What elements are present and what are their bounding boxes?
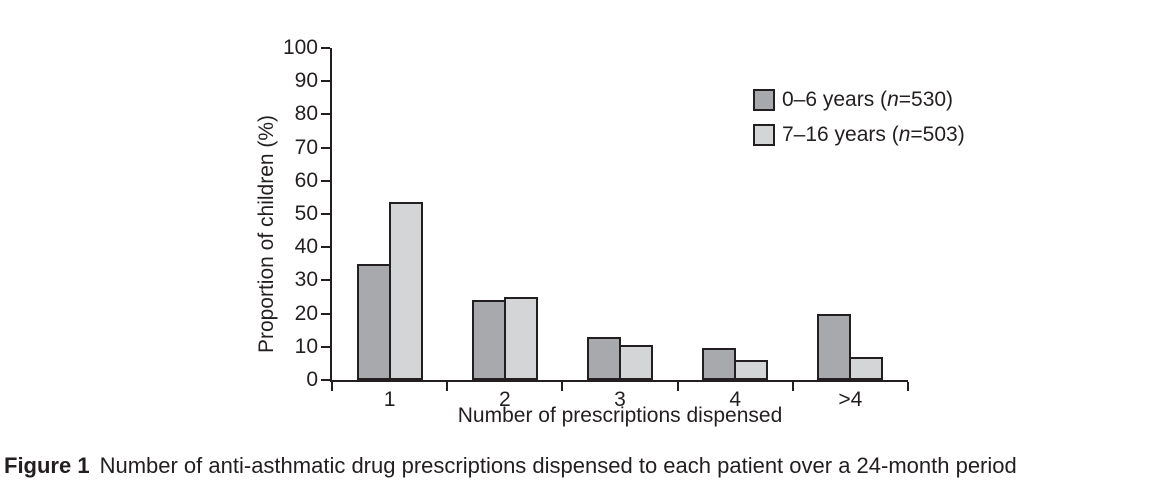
y-tick-label: 60 [294,168,318,192]
plot-area: 0 10 20 30 40 50 60 70 80 90 100 1 2 3 4 >4 [283,37,909,410]
bar-series-0 [356,264,391,380]
bar-series-1 [734,360,769,380]
bar-series-1 [619,345,653,380]
x-tick [331,382,333,391]
bar-series-0 [471,300,506,380]
bar-series-1 [388,202,423,380]
figure-caption: Figure 1 Number of anti-asthmatic drug pr… [4,452,1017,480]
figure-caption-text: Number of anti-asthmatic drug prescripti… [99,453,1017,478]
x-tick [446,382,449,391]
bar-series-0 [702,348,737,380]
y-tick [321,113,330,116]
bar-series-1 [849,357,884,380]
y-tick-label: 70 [294,135,318,159]
y-tick-label: 100 [282,36,318,59]
bar-series-0 [817,314,852,380]
y-tick-label: 20 [294,301,318,325]
y-tick [321,345,330,348]
y-tick [321,47,330,49]
bar-series-0 [587,337,621,380]
y-tick [321,146,330,149]
x-tick-label: 4 [729,388,742,411]
x-tick [676,382,679,391]
y-tick [321,312,330,315]
x-tick-label: 1 [383,388,396,411]
x-tick-label: 3 [614,388,626,411]
y-tick [321,379,330,381]
y-tick-label: 50 [294,202,318,225]
y-tick [321,213,330,215]
x-tick [791,382,794,391]
y-tick-label: 0 [306,368,318,391]
figure-caption-label: Figure 1 [4,453,90,478]
x-tick [907,382,909,391]
y-tick [321,279,330,282]
y-tick-label: 10 [294,334,318,358]
legend: 0–6 years (n=530) 7–16 years (n=503) [753,89,965,146]
legend-label: 7–16 years (n=503) [782,123,965,146]
x-tick [561,382,564,391]
legend-swatch-dark [753,89,775,111]
bar-series-1 [503,297,538,380]
y-tick-label: 40 [294,235,318,259]
legend-label: 0–6 years (n=530) [782,88,954,111]
y-tick-label: 80 [294,102,318,126]
y-tick [321,246,330,249]
legend-item-0-6-years: 0–6 years (n=530) [753,89,965,111]
y-tick-label: 90 [294,69,318,93]
y-tick [321,179,330,182]
legend-swatch-light [753,124,775,146]
legend-item-7-16-years: 7–16 years (n=503) [753,124,965,146]
x-tick-label: >4 [838,388,863,411]
x-tick-label: 2 [498,388,511,411]
x-axis-title: Number of prescriptions dispensed [457,404,783,427]
y-tick [321,80,330,83]
y-tick-label: 30 [294,268,318,292]
